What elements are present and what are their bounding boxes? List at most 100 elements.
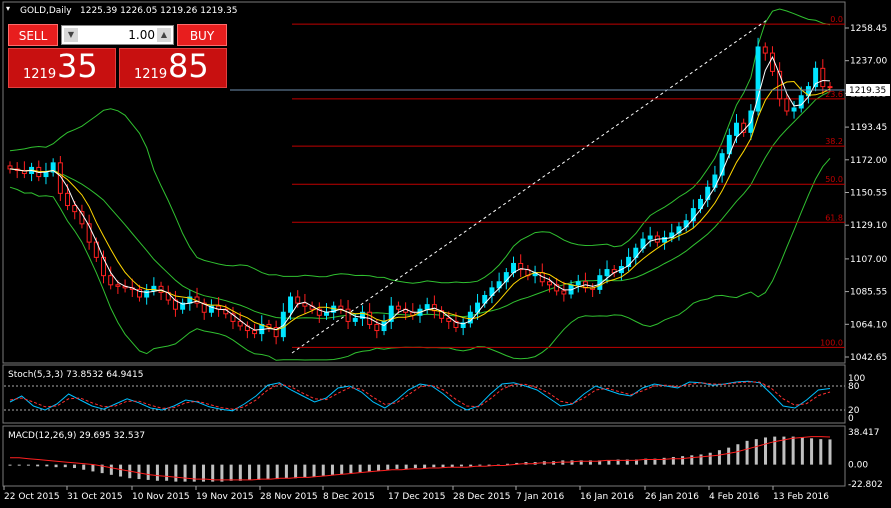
candle-body (626, 256, 632, 268)
candle-body (561, 290, 567, 295)
macd-bar (63, 464, 67, 468)
sell-button[interactable]: SELL (8, 24, 58, 46)
macd-bar (828, 439, 832, 465)
candle-body (503, 272, 509, 283)
macd-bar (17, 464, 21, 466)
macd-bar (736, 444, 740, 465)
fibonacci-trendline (291, 19, 768, 354)
macd-bar (312, 464, 316, 477)
candle-body (395, 305, 401, 310)
time-tick-label: 13 Feb 2016 (773, 492, 829, 502)
candle-body (345, 308, 351, 322)
candle-body (7, 165, 13, 170)
candle-body (662, 237, 668, 243)
candle-body (690, 208, 696, 222)
candle-body (511, 262, 516, 274)
stoch-tick-label: 20 (848, 406, 860, 416)
macd-bar (284, 464, 288, 479)
macd-bar (625, 459, 629, 465)
candle-body (453, 320, 459, 328)
macd-bar (616, 459, 620, 465)
macd-bar (782, 436, 786, 465)
candle-body (820, 67, 826, 88)
stoch-signal-line (9, 381, 831, 410)
macd-histogram (8, 436, 832, 482)
macd-bar (579, 460, 583, 465)
candle-body (359, 311, 365, 319)
lot-size-input[interactable]: ▼ 1.00 ▲ (61, 25, 174, 45)
symbol-label: GOLD,Daily (20, 6, 72, 16)
time-tick-label: 28 Dec 2015 (453, 492, 511, 502)
time-tick-label: 31 Oct 2015 (67, 492, 123, 502)
fib-level-label: 23.6 (825, 90, 843, 99)
macd-bar (588, 460, 592, 465)
macd-bar (690, 455, 694, 465)
macd-bar (441, 464, 445, 468)
time-tick-label: 26 Jan 2016 (645, 492, 699, 502)
time-tick-label: 22 Oct 2015 (4, 492, 60, 502)
candle-body (518, 262, 524, 271)
time-tick-label: 28 Nov 2015 (260, 492, 318, 502)
macd-bar (727, 447, 731, 465)
price-axis: 1258.451237.001215.551193.451172.001150.… (845, 24, 887, 363)
macd-bar (717, 450, 721, 465)
macd-bar (229, 464, 233, 481)
candle-body (813, 67, 819, 88)
fib-level-label: 100.0 (820, 338, 843, 347)
arrow-down-icon[interactable]: ▼ (64, 28, 78, 42)
time-tick-label: 8 Dec 2015 (323, 492, 375, 502)
collapse-arrow-icon[interactable]: ▾ (6, 4, 10, 13)
buy-button[interactable]: BUY (177, 24, 227, 46)
macd-bar (91, 464, 95, 472)
fib-level-label: 38.2 (825, 137, 843, 146)
macd-bar (26, 464, 30, 466)
candle-body (273, 326, 279, 338)
macd-bar (82, 464, 86, 470)
candle-body (784, 98, 790, 112)
stoch-panel-frame (2, 364, 846, 424)
buy-price-pips: 85 (168, 47, 209, 85)
lot-size-value[interactable]: 1.00 (128, 28, 155, 42)
macd-bar (423, 464, 427, 469)
macd-bar (515, 462, 519, 465)
price-tick-label: 1237.00 (850, 57, 887, 67)
candle-body (316, 308, 322, 316)
macd-bar (681, 456, 685, 465)
macd-bar (478, 464, 482, 466)
fib-level-label: 0.0 (830, 15, 843, 24)
macd-signal-line (10, 436, 831, 481)
macd-axis: 38.417 0.00 -22.802 (848, 428, 883, 490)
candle-body (352, 317, 358, 322)
candle-body (647, 235, 653, 240)
sell-price-pips: 35 (57, 47, 98, 85)
price-tick-label: 1150.55 (850, 189, 887, 199)
price-tick-label: 1193.45 (850, 123, 887, 133)
macd-bar (459, 464, 463, 467)
buy-price-box[interactable]: 1219 85 (119, 47, 227, 88)
macd-bar (469, 464, 473, 467)
macd-bar (54, 464, 58, 468)
macd-bar (248, 464, 252, 480)
candle-body (734, 122, 739, 136)
price-tick-label: 1107.00 (850, 255, 887, 265)
macd-bar (800, 437, 804, 465)
candle-body (575, 281, 581, 286)
candle-body (546, 281, 552, 286)
macd-bar (155, 464, 159, 481)
macd-bar (201, 464, 205, 482)
macd-bar (8, 464, 12, 466)
time-tick-label: 19 Nov 2015 (196, 492, 254, 502)
macd-bar (708, 452, 712, 465)
sell-price-box[interactable]: 1219 35 (8, 47, 116, 88)
candle-body (302, 302, 308, 307)
arrow-up-icon[interactable]: ▲ (157, 28, 171, 42)
candle-body (460, 322, 466, 328)
time-tick-label: 10 Nov 2015 (132, 492, 190, 502)
macd-bar (146, 464, 150, 480)
candle-body (201, 302, 207, 313)
fibonacci-levels: 0.0 23.6 38.2 50.0 61.8 100.0 (292, 15, 845, 348)
price-tick-label: 1172.00 (850, 156, 887, 166)
candle-body (230, 313, 236, 322)
macd-panel-frame (2, 425, 846, 487)
candle-body (791, 107, 797, 112)
